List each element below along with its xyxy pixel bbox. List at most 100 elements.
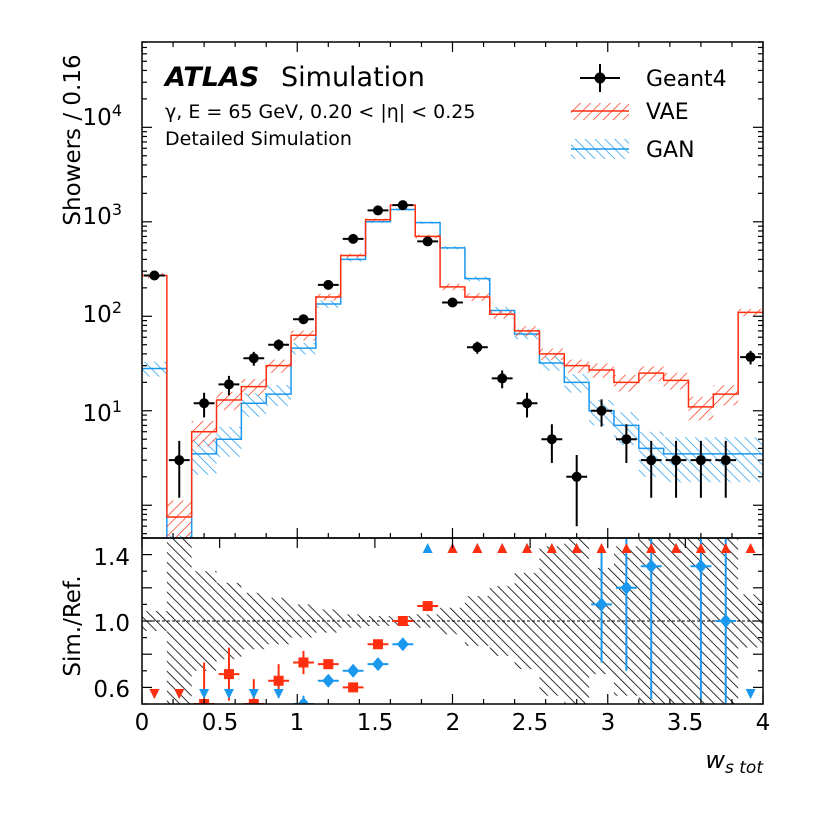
y-tick-label-1e4: 104 [83, 101, 122, 131]
geant4-point [273, 339, 284, 350]
gan-ratio-point [396, 637, 409, 652]
geant4-point [522, 398, 533, 409]
gan-offscale-up-marker [422, 543, 433, 553]
gan-step-line [142, 208, 763, 538]
geant4-point [571, 471, 582, 482]
ratio-y-tick-0.6: 0.6 [93, 677, 130, 703]
vae-unc-band [241, 379, 267, 396]
gan-offscale-down-marker [199, 689, 210, 699]
vae-offscale-up-marker [472, 543, 483, 553]
vae-ratio-point [298, 657, 309, 668]
vae-ratio-point [348, 682, 359, 693]
atlas-brand: ATLAS [163, 62, 259, 93]
geant4-point [422, 236, 433, 247]
x-tick-label: 1 [290, 710, 305, 736]
geant4-point [248, 353, 259, 364]
geant4-point [397, 200, 408, 211]
geant4-point [323, 279, 334, 290]
geant4-point [174, 455, 185, 466]
main-axis-ticks [141, 41, 764, 538]
ratio-y-axis-label: Sim./Ref. [60, 575, 86, 676]
x-tick-label: 1.5 [357, 710, 394, 736]
vae-ratio-point [248, 699, 259, 704]
y-tick-label-1e2: 102 [83, 298, 122, 328]
atlas-label: ATLAS Simulation [163, 62, 425, 93]
geant4-point [671, 455, 682, 466]
legend-entry-vae: VAE [571, 100, 689, 125]
vae-unc-band [191, 420, 217, 447]
gan-unc-band [241, 393, 267, 417]
ratio-panel: Sim./Ref. 0.6 1.0 1.4 0 0.5 1 1.5 2 2.5 … [60, 537, 771, 778]
vae-offscale-up-marker [497, 543, 508, 553]
vae-unc-band [688, 396, 714, 421]
x-tick-label: 3.5 [667, 710, 704, 736]
vae-offscale-up-marker [695, 543, 706, 553]
y-tick-label-1e1: 101 [83, 397, 122, 427]
geant4-point [472, 342, 483, 353]
main-panel: Showers / 0.16 101 102 103 104 ATLAS Sim… [60, 41, 764, 539]
gan-ratio-point [620, 580, 633, 595]
vae-unc-band [166, 500, 192, 538]
vae-ratio-point [223, 669, 234, 680]
x-tick-label: 0.5 [202, 710, 239, 736]
ratio-plot-area [142, 538, 763, 704]
geant4-point [720, 455, 731, 466]
x-tick-labels: 0 0.5 1 1.5 2 2.5 3 3.5 4 [135, 710, 771, 736]
gan-ratio-point [694, 559, 707, 574]
legend-entry-gan: GAN [571, 138, 695, 163]
gan-unc-band [216, 426, 242, 457]
geant4-point [497, 373, 508, 384]
legend: Geant4 VAE GAN [571, 64, 727, 163]
geant4-point [298, 314, 309, 325]
vae-unc-band [713, 385, 739, 406]
legend-entry-geant4: Geant4 [580, 64, 727, 92]
gan-offscale-down-marker [223, 689, 234, 699]
vae-ratio-point [397, 616, 408, 626]
gan-ratio-point [297, 697, 310, 704]
annotation-line1: γ, E = 65 GeV, 0.20 < |η| < 0.25 [165, 101, 476, 123]
main-plot-area [142, 200, 763, 538]
vae-ratio-point [372, 639, 383, 650]
gan-offscale-down-marker [745, 689, 756, 699]
vae-offscale-down-marker [149, 689, 160, 699]
gan-ratio-point [347, 663, 360, 678]
gan-ratio-point [719, 614, 732, 628]
geant4-point [546, 434, 557, 445]
vae-ratio-point [273, 675, 284, 686]
vae-ratio-point [422, 601, 433, 612]
vae-offscale-down-marker [174, 689, 185, 699]
y-tick-label-1e3: 103 [83, 200, 122, 230]
x-tick-label: 3 [601, 710, 616, 736]
x-tick-label: 4 [756, 710, 771, 736]
legend-label-vae: VAE [646, 100, 689, 125]
vae-offscale-up-marker [671, 543, 682, 553]
vae-ratio-point [323, 659, 334, 670]
gan-offscale-down-marker [273, 689, 284, 699]
legend-label-geant4: Geant4 [646, 67, 727, 92]
gan-ratio-point [371, 657, 384, 672]
geant4-point [447, 297, 458, 308]
geant4-point [695, 455, 706, 466]
geant4-point [223, 379, 234, 390]
vae-offscale-up-marker [596, 543, 607, 553]
vae-step-line [142, 204, 763, 518]
vae-unc-band [613, 374, 639, 392]
geant4-point [646, 455, 657, 466]
gan-unc-band [564, 374, 590, 393]
gan-offscale-down-marker [248, 689, 259, 699]
ratio-y-tick-1.0: 1.0 [93, 611, 130, 637]
geant4-point [199, 398, 210, 409]
legend-label-gan: GAN [646, 138, 695, 163]
gan-ratio-point [322, 673, 335, 688]
ratio-axes-frame [141, 537, 764, 705]
annotation-line2: Detailed Simulation [165, 128, 352, 150]
x-tick-label: 0 [135, 710, 150, 736]
gan-ratio-point [645, 559, 658, 574]
geant4-point [372, 205, 383, 216]
x-tick-label: 2 [446, 710, 461, 736]
atlas-brand-suffix: Simulation [281, 62, 425, 93]
ratio-markers [149, 543, 756, 699]
vae-offscale-up-marker [522, 543, 533, 553]
ratio-y-tick-labels: 0.6 1.0 1.4 [93, 545, 130, 703]
